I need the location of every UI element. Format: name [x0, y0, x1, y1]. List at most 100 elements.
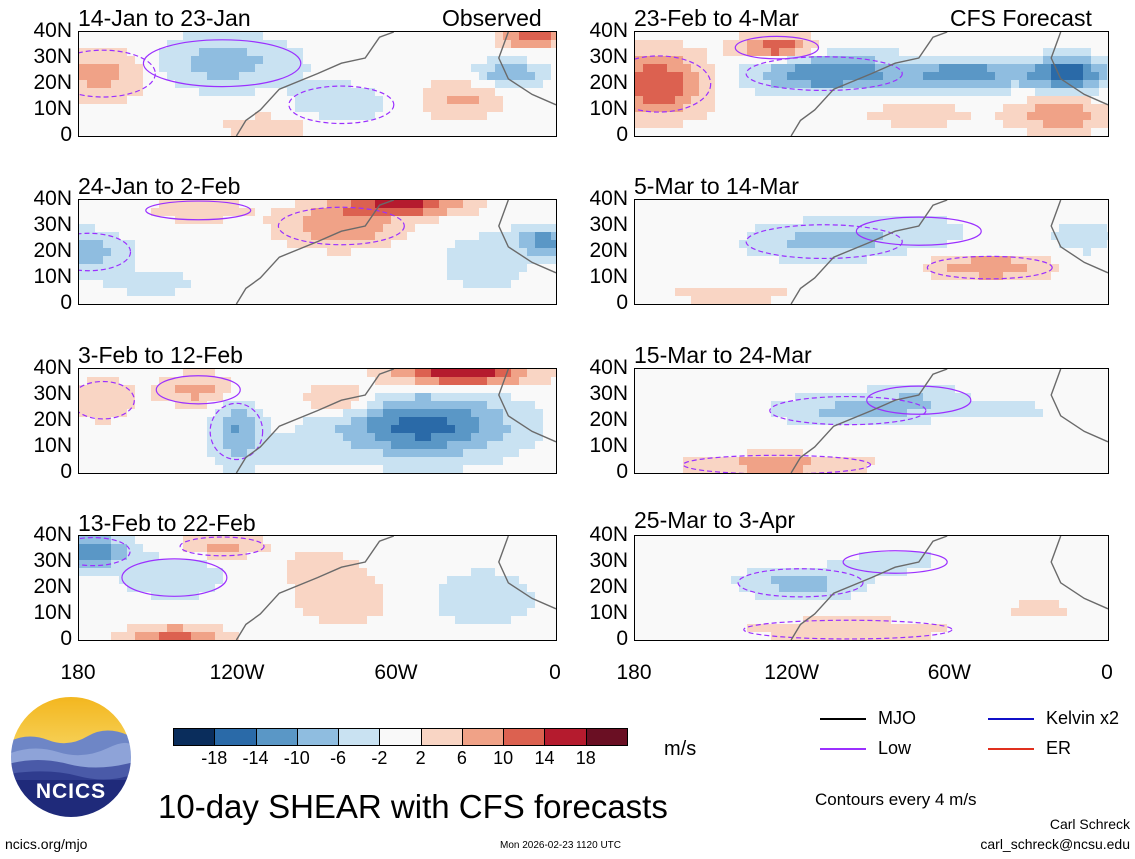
legend-er-line	[988, 748, 1034, 750]
coastline-africa	[1050, 200, 1108, 274]
footer-email[interactable]: carl_schreck@ncsu.edu	[980, 836, 1130, 852]
low-frequency-contour	[288, 85, 395, 125]
coastline	[790, 32, 948, 136]
lat-tick-label: 30N	[33, 213, 72, 236]
shear-heatmap-7	[635, 369, 1108, 473]
map-panel-6	[634, 199, 1109, 305]
shear-heatmap-2	[79, 200, 556, 304]
colorbar-level-label: -18	[201, 748, 228, 768]
lat-tick-label: 0	[616, 123, 628, 146]
lat-tick-label: 30N	[33, 45, 72, 68]
coastline-africa	[1050, 536, 1108, 610]
low-frequency-contour	[179, 536, 265, 557]
shear-heatmap-3	[79, 369, 556, 473]
legend-mjo-label: MJO	[878, 708, 916, 728]
lat-tick-label: 40N	[33, 356, 72, 379]
colorbar-level-label: -2	[371, 748, 388, 768]
coastline-africa	[498, 536, 556, 610]
low-frequency-contour	[745, 224, 903, 260]
cfs-forecast-label: CFS Forecast	[950, 5, 1092, 31]
shear-field	[79, 536, 556, 640]
shear-field	[635, 32, 1108, 136]
colorbar-swatch	[379, 728, 422, 746]
lat-tick-label: 40N	[589, 356, 628, 379]
lat-tick-label: 40N	[33, 187, 72, 210]
lat-tick-label: 30N	[33, 382, 72, 405]
coastline-africa	[1050, 32, 1108, 106]
low-frequency-contour	[737, 568, 864, 598]
colorbar-swatch	[296, 728, 340, 746]
shear-field	[635, 369, 1108, 473]
shear-heatmap-6	[635, 200, 1108, 304]
ncics-logo-icon	[9, 695, 133, 819]
colorbar-swatch	[461, 728, 505, 746]
footer-author: Carl Schreck	[1049, 816, 1130, 832]
lat-tick-label: 10N	[589, 97, 628, 120]
lat-tick-label: 40N	[589, 187, 628, 210]
panel-title-4: 13-Feb to 22-Feb	[78, 510, 256, 536]
colorbar-level-label: 10	[493, 748, 514, 768]
lon-tick-label: 180	[60, 661, 96, 684]
colorbar-level-label: 14	[534, 748, 555, 768]
lat-tick-label: 20N	[33, 239, 72, 262]
shear-field	[635, 200, 1108, 304]
colorbar-swatch	[585, 728, 628, 746]
low-frequency-contour	[745, 56, 903, 92]
lon-tick-label: 0	[1101, 661, 1113, 684]
low-frequency-contour	[769, 395, 927, 426]
lat-tick-label: 20N	[33, 575, 72, 598]
map-panel-4	[78, 535, 557, 641]
coastline-africa	[498, 32, 556, 106]
colorbar-swatch	[338, 728, 381, 746]
colorbar-level-label: 18	[575, 748, 596, 768]
low-frequency-contour	[121, 558, 228, 597]
shear-field	[79, 200, 556, 304]
shear-field	[79, 32, 556, 136]
colorbar-level-label: 2	[415, 748, 426, 768]
main-title: 10-day SHEAR with CFS forecasts	[158, 788, 668, 825]
map-panel-8	[634, 535, 1109, 641]
legend: MJO Kelvin x2 Low ER	[820, 708, 1130, 768]
map-panel-1	[78, 31, 557, 137]
lat-tick-label: 10N	[589, 601, 628, 624]
panel-title-1: 14-Jan to 23-Jan	[78, 5, 251, 31]
low-frequency-contour	[155, 375, 241, 405]
coastline-africa	[1050, 369, 1108, 443]
legend-kelvin-line	[988, 718, 1034, 720]
colorbar-level-label: 6	[456, 748, 467, 768]
lat-tick-label: 40N	[589, 19, 628, 42]
footer-timestamp: Mon 2026-02-23 1120 UTC	[500, 840, 621, 851]
panel-title-6: 5-Mar to 14-Mar	[634, 173, 799, 199]
ncics-logo: NCICS	[8, 694, 134, 820]
colorbar-swatch	[173, 728, 216, 746]
colorbar-swatch	[503, 728, 546, 746]
shear-heatmap-5	[635, 32, 1108, 136]
map-panel-7	[634, 368, 1109, 474]
lat-tick-label: 10N	[33, 601, 72, 624]
lon-tick-label: 120W	[209, 661, 265, 684]
low-frequency-contour	[79, 380, 135, 420]
lat-tick-label: 10N	[33, 97, 72, 120]
low-frequency-contour	[682, 454, 872, 473]
lat-tick-label: 0	[60, 460, 72, 483]
colorbar-swatch	[420, 728, 463, 746]
footer-url[interactable]: ncics.org/mjo	[5, 836, 88, 852]
coastline-africa	[498, 200, 556, 274]
panel-title-8: 25-Mar to 3-Apr	[634, 507, 796, 533]
low-frequency-contour	[142, 39, 302, 88]
legend-kelvin-label: Kelvin x2	[1046, 708, 1120, 728]
low-frequency-contour	[855, 216, 982, 246]
map-panel-5	[634, 31, 1109, 137]
lat-tick-label: 40N	[33, 523, 72, 546]
map-panel-3	[78, 368, 557, 474]
lat-tick-label: 30N	[589, 45, 628, 68]
panel-title-7: 15-Mar to 24-Mar	[634, 342, 812, 368]
observed-label: Observed	[442, 5, 542, 31]
lat-tick-label: 20N	[589, 575, 628, 598]
coastline	[790, 369, 948, 473]
lat-tick-label: 20N	[33, 408, 72, 431]
colorbar-swatch	[214, 728, 257, 746]
low-frequency-contour	[842, 550, 948, 574]
lat-tick-label: 40N	[589, 523, 628, 546]
lat-tick-label: 0	[60, 291, 72, 314]
